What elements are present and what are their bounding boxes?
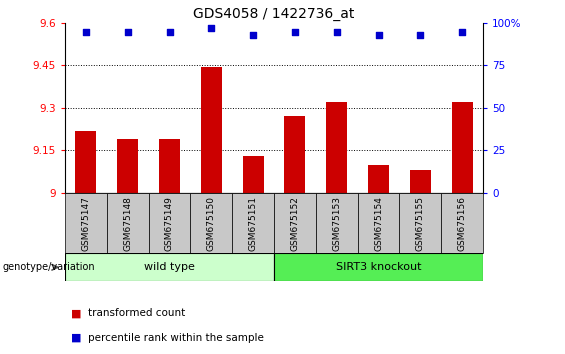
- Text: transformed count: transformed count: [88, 308, 185, 318]
- Bar: [243, 156, 263, 193]
- FancyBboxPatch shape: [107, 193, 149, 253]
- FancyBboxPatch shape: [149, 193, 190, 253]
- Text: genotype/variation: genotype/variation: [3, 262, 95, 272]
- Bar: [452, 102, 472, 193]
- Text: percentile rank within the sample: percentile rank within the sample: [88, 333, 263, 343]
- Bar: [201, 67, 221, 193]
- Bar: [118, 139, 138, 193]
- Point: [416, 32, 425, 38]
- Text: GSM675149: GSM675149: [165, 196, 174, 251]
- Bar: [368, 165, 389, 193]
- Title: GDS4058 / 1422736_at: GDS4058 / 1422736_at: [193, 7, 355, 21]
- Text: GSM675155: GSM675155: [416, 196, 425, 251]
- Text: ■: ■: [71, 308, 81, 318]
- FancyBboxPatch shape: [274, 253, 483, 281]
- Point: [123, 29, 132, 34]
- Text: GSM675150: GSM675150: [207, 196, 216, 251]
- FancyBboxPatch shape: [441, 193, 483, 253]
- Bar: [159, 139, 180, 193]
- FancyBboxPatch shape: [399, 193, 441, 253]
- Point: [249, 32, 258, 38]
- Bar: [76, 131, 96, 193]
- Point: [81, 29, 90, 34]
- Text: SIRT3 knockout: SIRT3 knockout: [336, 262, 421, 272]
- Bar: [284, 116, 305, 193]
- Text: GSM675148: GSM675148: [123, 196, 132, 251]
- Text: GSM675152: GSM675152: [290, 196, 299, 251]
- Point: [165, 29, 174, 34]
- FancyBboxPatch shape: [65, 253, 274, 281]
- FancyBboxPatch shape: [274, 193, 316, 253]
- Point: [374, 32, 383, 38]
- FancyBboxPatch shape: [316, 193, 358, 253]
- Text: GSM675154: GSM675154: [374, 196, 383, 251]
- FancyBboxPatch shape: [232, 193, 274, 253]
- Text: GSM675147: GSM675147: [81, 196, 90, 251]
- Text: wild type: wild type: [144, 262, 195, 272]
- Text: GSM675151: GSM675151: [249, 196, 258, 251]
- Text: ■: ■: [71, 333, 81, 343]
- FancyBboxPatch shape: [190, 193, 232, 253]
- Point: [458, 29, 467, 34]
- Point: [207, 25, 216, 31]
- Point: [290, 29, 299, 34]
- FancyBboxPatch shape: [65, 193, 107, 253]
- Point: [332, 29, 341, 34]
- Bar: [326, 102, 347, 193]
- Bar: [410, 170, 431, 193]
- FancyBboxPatch shape: [358, 193, 399, 253]
- Text: GSM675156: GSM675156: [458, 196, 467, 251]
- Text: GSM675153: GSM675153: [332, 196, 341, 251]
